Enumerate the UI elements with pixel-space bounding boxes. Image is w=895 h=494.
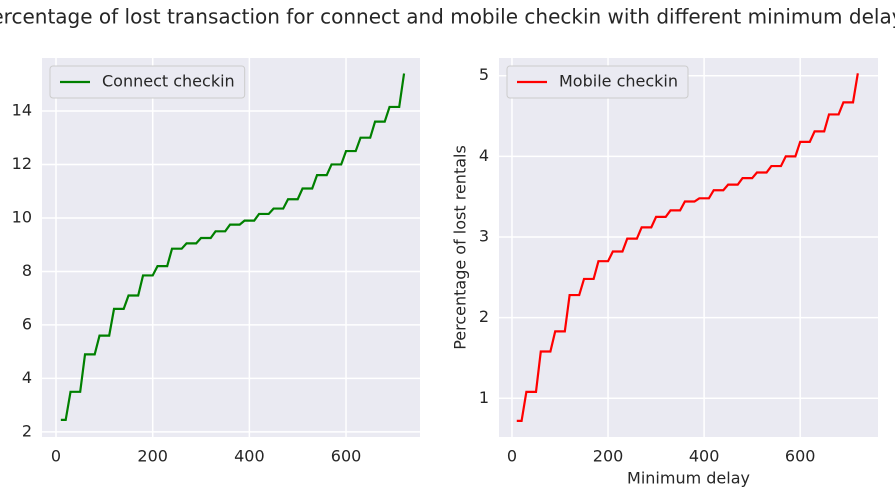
x-tick-label: 600 (331, 447, 362, 466)
y-tick-label: 2 (22, 421, 32, 440)
y-tick-label: 1 (479, 388, 489, 407)
x-tick-label: 200 (593, 447, 624, 466)
legend-box (506, 65, 689, 99)
legend-label: Connect checkin (102, 72, 235, 91)
plot-area (499, 58, 878, 437)
legend: Connect checkin (49, 65, 246, 99)
legend-box (49, 65, 246, 99)
x-tick-label: 400 (234, 447, 265, 466)
x-tick-label: 400 (689, 447, 720, 466)
y-tick-label: 12 (12, 154, 32, 173)
legend-label: Mobile checkin (559, 72, 678, 91)
x-axis-label: Minimum delay (627, 469, 750, 488)
y-tick-label: 8 (22, 261, 32, 280)
figure-title: Percentage of lost transaction for conne… (0, 5, 895, 29)
y-tick-label: 5 (479, 65, 489, 84)
y-tick-label: 6 (22, 314, 32, 333)
y-tick-label: 4 (479, 146, 489, 165)
y-tick-label: 3 (479, 227, 489, 246)
y-tick-label: 10 (12, 207, 32, 226)
x-tick-label: 0 (507, 447, 517, 466)
legend: Mobile checkin (506, 65, 689, 99)
y-tick-label: 4 (22, 368, 32, 387)
y-tick-label: 14 (12, 100, 32, 119)
x-tick-label: 200 (137, 447, 168, 466)
data-line (516, 73, 859, 422)
y-axis-label: Percentage of lost rentals (451, 145, 470, 350)
x-tick-label: 0 (51, 447, 61, 466)
plot-area (42, 58, 420, 437)
data-line (60, 73, 406, 421)
x-tick-label: 600 (785, 447, 816, 466)
y-tick-label: 2 (479, 307, 489, 326)
